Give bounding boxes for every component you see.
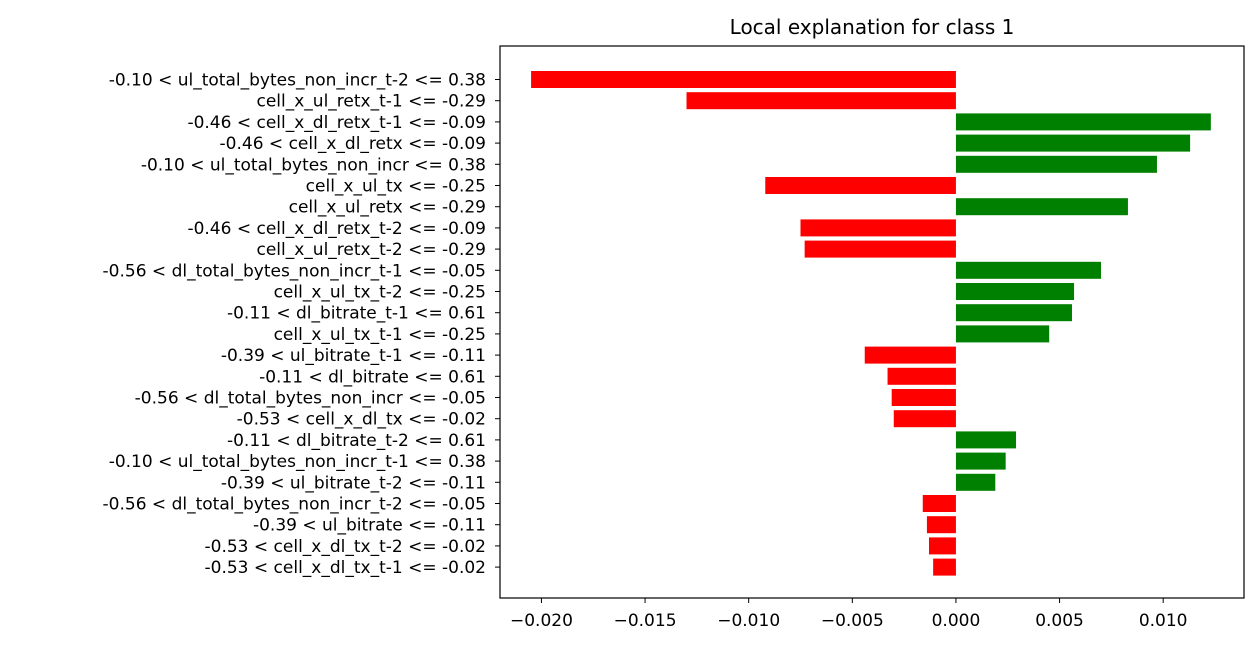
bar [928,537,956,555]
x-tick-label: −0.005 [821,611,884,631]
y-tick-label: -0.11 < dl_bitrate_t-2 <= 0.61 [227,431,486,451]
y-tick-label: -0.46 < cell_x_dl_retx <= -0.09 [220,134,486,154]
x-axis: −0.020 −0.015 −0.010 −0.005 0.000 0.005 0.010 [510,598,1188,631]
y-tick-label: -0.39 < ul_bitrate_t-1 <= -0.11 [221,346,486,366]
y-tick-label: -0.56 < dl_total_bytes_non_incr_t-1 <= -… [103,261,486,281]
bar [887,367,956,385]
y-tick-labels: -0.10 < ul_total_bytes_non_incr_t-2 <= 0… [103,71,500,578]
y-tick-label: -0.53 < cell_x_dl_tx_t-2 <= -0.02 [205,537,487,557]
x-tick-label: −0.020 [510,611,573,631]
bar [955,155,1157,173]
plot-frame [499,45,1245,599]
y-tick-label: cell_x_ul_retx <= -0.29 [289,198,486,218]
x-tick-label: 0.000 [932,611,981,631]
bar [955,473,996,491]
y-tick-label: -0.10 < ul_total_bytes_non_incr <= 0.38 [141,155,486,175]
x-tick-label: 0.005 [1035,611,1084,631]
y-tick-label: -0.56 < dl_total_bytes_non_incr <= -0.05 [135,389,486,409]
bar [922,495,956,512]
y-tick-label: cell_x_ul_tx_t-1 <= -0.25 [274,325,486,345]
y-tick-label: -0.10 < ul_total_bytes_non_incr_t-1 <= 0… [109,452,486,472]
y-tick-label: -0.53 < cell_x_dl_tx <= -0.02 [237,410,486,430]
y-tick-label: -0.39 < ul_bitrate <= -0.11 [253,516,486,536]
y-tick-label: -0.11 < dl_bitrate_t-1 <= 0.61 [227,304,486,324]
y-tick-label: -0.11 < dl_bitrate <= 0.61 [259,367,486,387]
bar [955,261,1102,279]
x-tick-label: 0.010 [1139,611,1188,631]
bar [800,219,956,237]
y-tick-label: -0.56 < dl_total_bytes_non_incr_t-2 <= -… [103,495,486,515]
chart-title: Local explanation for class 1 [730,15,1015,39]
bar [765,177,956,194]
bar [893,410,956,428]
bar [955,283,1075,300]
bar [955,134,1191,152]
bar [955,325,1050,343]
bar [686,92,956,110]
bar [864,346,956,364]
bar [955,431,1017,449]
y-tick-label: cell_x_ul_retx_t-1 <= -0.29 [256,92,486,112]
y-tick-label: cell_x_ul_retx_t-2 <= -0.29 [256,240,486,260]
bar [955,113,1211,131]
x-tick-label: −0.010 [717,611,780,631]
y-tick-label: -0.46 < cell_x_dl_retx_t-2 <= -0.09 [187,219,486,239]
bar [804,240,956,258]
bar [955,304,1072,322]
bar [891,389,956,406]
bar [933,558,956,576]
y-tick-label: -0.39 < ul_bitrate_t-2 <= -0.11 [221,473,486,493]
y-tick-label: -0.10 < ul_total_bytes_non_incr_t-2 <= 0… [109,71,486,91]
y-tick-label: cell_x_ul_tx_t-2 <= -0.25 [274,283,486,303]
bar [531,71,956,88]
bar [955,452,1006,470]
y-tick-label: -0.46 < cell_x_dl_retx_t-1 <= -0.09 [187,113,486,133]
bars-group [531,71,1211,576]
x-tick-label: −0.015 [614,611,677,631]
y-tick-label: cell_x_ul_tx <= -0.25 [306,177,486,197]
bar [926,516,956,534]
y-tick-label: -0.53 < cell_x_dl_tx_t-1 <= -0.02 [205,558,487,578]
bar [955,198,1128,216]
